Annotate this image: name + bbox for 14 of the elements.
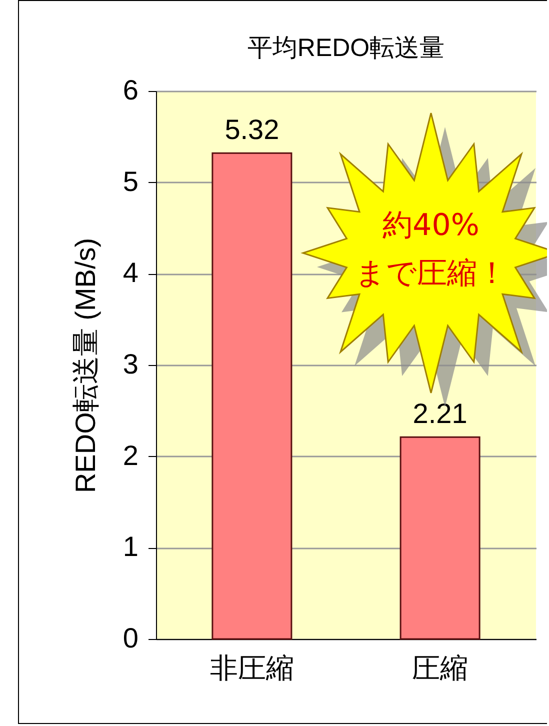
y-tick-label: 4	[122, 257, 138, 288]
data-label: 2.21	[412, 398, 468, 430]
x-tick-label: 非圧縮	[210, 652, 294, 684]
y-axis-title: REDO転送量 (MB/s)	[70, 238, 101, 494]
y-tick-label: 5	[122, 166, 138, 197]
annotation: 約40% まで圧縮！	[355, 208, 507, 291]
chart-title: 平均REDO転送量	[247, 34, 445, 62]
y-tick-label: 6	[122, 74, 138, 106]
data-label: 5.32	[224, 114, 280, 146]
y-tick-label: 0	[122, 622, 138, 654]
y-tick-label: 3	[122, 348, 138, 380]
y-tick-label: 2	[122, 440, 138, 471]
x-tick-label: 圧縮	[412, 652, 468, 684]
y-tick-label: 1	[122, 531, 138, 562]
